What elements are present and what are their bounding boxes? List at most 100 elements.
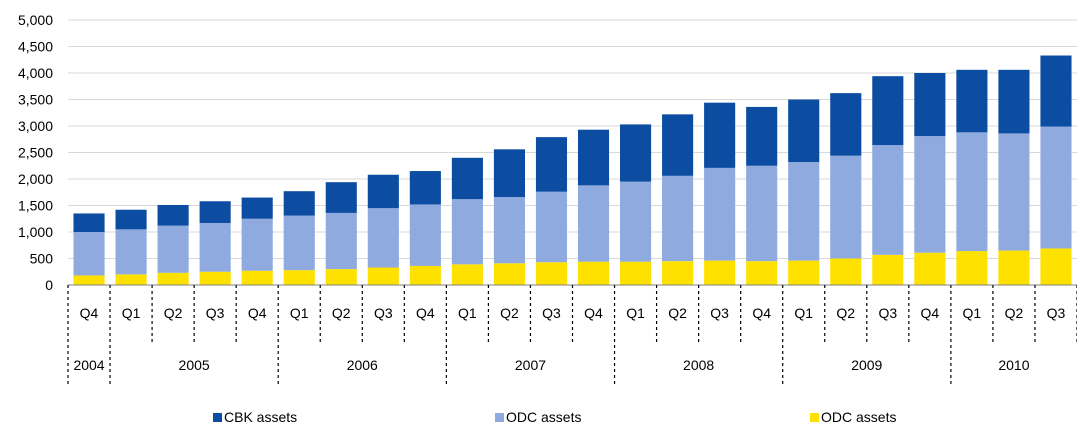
bar-segment xyxy=(914,252,946,285)
bar-segment xyxy=(73,213,105,232)
bar-segment xyxy=(451,199,483,265)
bars xyxy=(73,55,1072,285)
bar-segment xyxy=(367,174,399,209)
bar-segment xyxy=(872,145,904,255)
x-tick-label: Q4 xyxy=(921,305,940,321)
x-tick-label: Q2 xyxy=(836,305,855,321)
bar-segment xyxy=(325,182,357,213)
x-tick-label: Q3 xyxy=(878,305,897,321)
bar-segment xyxy=(493,149,525,198)
legend-swatch xyxy=(213,413,222,422)
bar-segment xyxy=(872,254,904,285)
bar-segment xyxy=(956,251,988,285)
year-label: 2009 xyxy=(851,357,882,373)
x-tick-label: Q2 xyxy=(668,305,687,321)
year-label: 2005 xyxy=(179,357,210,373)
x-tick-label: Q4 xyxy=(80,305,99,321)
bar-segment xyxy=(325,269,357,285)
bar-segment xyxy=(704,260,736,285)
bar-segment xyxy=(998,133,1030,251)
bar-segment xyxy=(367,208,399,268)
bar-segment xyxy=(746,165,778,262)
y-tick-label: 1,000 xyxy=(18,224,53,240)
gridlines xyxy=(68,19,1077,259)
year-label: 2010 xyxy=(998,357,1029,373)
x-tick-label: Q3 xyxy=(374,305,393,321)
y-tick-label: 4,000 xyxy=(18,65,53,81)
bar-segment xyxy=(283,270,315,285)
y-tick-label: 2,000 xyxy=(18,171,53,187)
y-tick-label: 500 xyxy=(30,251,54,267)
bar-segment xyxy=(830,155,862,259)
bar-segment xyxy=(535,191,568,263)
x-tick-label: Q1 xyxy=(626,305,645,321)
bar-segment xyxy=(115,209,147,230)
bar-segment xyxy=(1040,126,1072,249)
bar-segment xyxy=(830,258,862,285)
x-tick-label: Q4 xyxy=(752,305,771,321)
year-label: 2007 xyxy=(515,357,546,373)
x-tick-label: Q4 xyxy=(416,305,435,321)
x-tick-label: Q4 xyxy=(248,305,267,321)
y-axis: 0 500 1,000 1,500 2,000 2,500 3,000 3,500 4,000 4… xyxy=(18,12,53,293)
x-tick-label: Q2 xyxy=(1005,305,1024,321)
x-tick-label: Q1 xyxy=(122,305,141,321)
bar-segment xyxy=(1040,55,1072,127)
year-label: 2008 xyxy=(683,357,714,373)
bar-segment xyxy=(914,73,946,137)
x-tick-label: Q2 xyxy=(332,305,351,321)
bar-segment xyxy=(998,69,1030,134)
bar-segment xyxy=(577,185,610,262)
bar-segment xyxy=(788,260,820,285)
legend-swatch xyxy=(810,413,819,422)
x-tick-label: Q1 xyxy=(290,305,309,321)
bar-segment xyxy=(998,250,1030,285)
x-tick-label: Q3 xyxy=(206,305,225,321)
x-tick-label: Q2 xyxy=(500,305,519,321)
bar-segment xyxy=(241,197,273,219)
x-tick-label: Q2 xyxy=(164,305,183,321)
bar-segment xyxy=(199,222,231,272)
x-tick-label: Q1 xyxy=(458,305,477,321)
bar-segment xyxy=(620,181,652,262)
legend-label: ODC assets xyxy=(821,409,896,425)
bar-segment xyxy=(409,171,441,205)
bar-segment xyxy=(451,264,483,285)
bar-segment xyxy=(620,261,652,285)
bar-segment xyxy=(956,69,988,133)
bar-segment xyxy=(956,132,988,252)
bar-segment xyxy=(325,212,357,270)
bar-segment xyxy=(788,99,820,163)
bar-segment xyxy=(409,265,441,285)
bar-segment xyxy=(199,271,231,285)
bar-segment xyxy=(830,93,862,156)
legend-label: ODC assets xyxy=(506,409,581,425)
y-tick-label: 2,500 xyxy=(18,145,53,161)
bar-segment xyxy=(73,232,105,276)
bar-segment xyxy=(451,157,483,200)
y-tick-label: 3,500 xyxy=(18,92,53,108)
bar-segment xyxy=(157,272,189,285)
bar-segment xyxy=(577,129,610,186)
bar-segment xyxy=(704,167,736,261)
bar-segment xyxy=(788,162,820,261)
bar-segment xyxy=(115,229,147,275)
bar-segment xyxy=(662,114,694,176)
bar-segment xyxy=(662,175,694,262)
x-tick-label: Q1 xyxy=(794,305,813,321)
bar-segment xyxy=(283,191,315,216)
year-label: 2006 xyxy=(347,357,378,373)
bar-segment xyxy=(704,102,736,168)
bar-segment xyxy=(241,218,273,271)
bar-segment xyxy=(535,137,568,192)
bar-segment xyxy=(577,261,610,285)
y-tick-label: 5,000 xyxy=(18,12,53,28)
x-axis: Q4 Q1 Q2 Q3 Q4 Q1 Q2 Q3 Q4 Q1 Q2 Q3 Q4 Q1 Q2 Q3 Q4 Q1 Q2 Q3… xyxy=(67,284,1077,385)
bar-segment xyxy=(283,215,315,271)
bar-segment xyxy=(746,106,778,166)
bar-segment xyxy=(493,197,525,264)
x-tick-label: Q3 xyxy=(710,305,729,321)
x-tick-label: Q4 xyxy=(584,305,603,321)
legend-label: CBK assets xyxy=(224,409,297,425)
